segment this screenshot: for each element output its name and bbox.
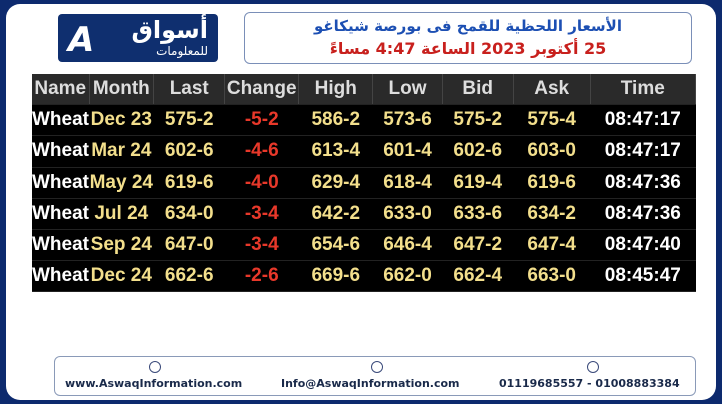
cell: 629-4 — [298, 167, 373, 199]
cell: Jul 24 — [89, 198, 154, 230]
cell: -3-4 — [224, 229, 299, 262]
cell: Wheat — [32, 104, 89, 137]
cell: 619-4 — [442, 167, 514, 199]
cell: -5-2 — [224, 104, 299, 137]
email: Info@AswaqInformation.com — [281, 377, 460, 390]
cell: Wheat — [32, 198, 89, 230]
cell: Mar 24 — [89, 135, 154, 168]
title: الأسعار اللحظية للقمح فى بورصة شيكاغو — [313, 17, 622, 35]
column-header: Low — [372, 74, 443, 106]
column-header: Ask — [513, 74, 591, 106]
cell: 663-0 — [513, 260, 591, 293]
cell: -2-6 — [224, 260, 299, 293]
cell: Sep 24 — [89, 229, 154, 262]
cell: 08:47:17 — [590, 104, 696, 137]
cell: 633-0 — [372, 198, 443, 230]
cell: 08:47:40 — [590, 229, 696, 262]
cell: 08:47:36 — [590, 198, 696, 230]
cell: 634-2 — [513, 198, 591, 230]
column-header: Change — [224, 74, 300, 106]
cell: 634-0 — [153, 198, 225, 230]
logo-name: أسواق — [131, 16, 208, 44]
column-header: Name — [32, 74, 90, 106]
price-table: Name Month Last Change High Low Bid Ask Time Whea… — [32, 74, 697, 293]
cell: 08:47:36 — [590, 167, 696, 199]
column-header: Bid — [442, 74, 514, 106]
phone: 01119685557 - 01008883384 — [499, 377, 680, 390]
date: 25 أكتوبر 2023 الساعة 4:47 مساءً — [329, 39, 607, 58]
cell: 575-2 — [442, 104, 514, 137]
cell: 08:45:47 — [590, 260, 696, 293]
cell: Wheat — [32, 167, 89, 199]
cell: 573-6 — [372, 104, 443, 137]
panel: A أسواق للمعلومات الأسعار اللحظية للقمح … — [6, 4, 716, 400]
cell: May 24 — [89, 167, 154, 199]
cell: 619-6 — [153, 167, 225, 199]
cell: 602-6 — [153, 135, 225, 168]
cell: 603-0 — [513, 135, 591, 168]
title-box: الأسعار اللحظية للقمح فى بورصة شيكاغو 25… — [244, 12, 692, 64]
cell: -4-0 — [224, 167, 299, 199]
cell: -3-4 — [224, 198, 299, 230]
cell: Dec 23 — [89, 104, 154, 137]
cell: 619-6 — [513, 167, 591, 199]
phone-icon — [587, 361, 599, 373]
row: Wheat Jul 24 634-0 -3-4 642-2 633-0 633-6 634-2… — [32, 198, 696, 230]
cell: -4-6 — [224, 135, 299, 168]
cell: 602-6 — [442, 135, 514, 168]
column-header: High — [298, 74, 374, 106]
mail-icon — [371, 361, 383, 373]
row: Wheat May 24 619-6 -4-0 629-4 618-4 619-4 619-6… — [32, 167, 696, 199]
cell: 618-4 — [372, 167, 443, 199]
column-header: Time — [590, 74, 697, 106]
cell: 633-6 — [442, 198, 514, 230]
logo: A أسواق للمعلومات — [58, 14, 218, 62]
cell: 662-4 — [442, 260, 514, 293]
row: Wheat Dec 24 662-6 -2-6 669-6 662-0 662-4 663-0… — [32, 260, 696, 293]
cell: 662-0 — [372, 260, 443, 293]
header-row: Name Month Last Change High Low Bid Ask Time — [32, 74, 697, 106]
cell: 575-4 — [513, 104, 591, 137]
cell: 601-4 — [372, 135, 443, 168]
cell: 642-2 — [298, 198, 373, 230]
cell: Wheat — [32, 229, 89, 262]
web-icon — [149, 361, 161, 373]
column-header: Last — [153, 74, 226, 106]
cell: Wheat — [32, 135, 89, 168]
row: Wheat Sep 24 647-0 -3-4 654-6 646-4 647-2 647-4… — [32, 229, 696, 262]
row: Wheat Mar 24 602-6 -4-6 613-4 601-4 602-6 603-0… — [32, 135, 696, 168]
cell: 646-4 — [372, 229, 443, 262]
cell: 669-6 — [298, 260, 373, 293]
cell: Wheat — [32, 260, 89, 293]
cell: 647-0 — [153, 229, 225, 262]
cell: 613-4 — [298, 135, 373, 168]
cell: 647-4 — [513, 229, 591, 262]
footer: www.AswaqInformation.com Info@AswaqInfor… — [54, 356, 696, 396]
cell: 08:47:17 — [590, 135, 696, 168]
cell: 586-2 — [298, 104, 373, 137]
cell: 647-2 — [442, 229, 514, 262]
website: www.AswaqInformation.com — [65, 377, 243, 390]
cell: 575-2 — [153, 104, 225, 137]
logo-subtitle: للمعلومات — [156, 44, 208, 58]
cell: Dec 24 — [89, 260, 154, 293]
cell: 654-6 — [298, 229, 373, 262]
logo-icon: A — [68, 20, 95, 60]
column-header: Month — [89, 74, 155, 106]
row: Wheat Dec 23 575-2 -5-2 586-2 573-6 575-2 575-4… — [32, 104, 696, 137]
cell: 662-6 — [153, 260, 225, 293]
